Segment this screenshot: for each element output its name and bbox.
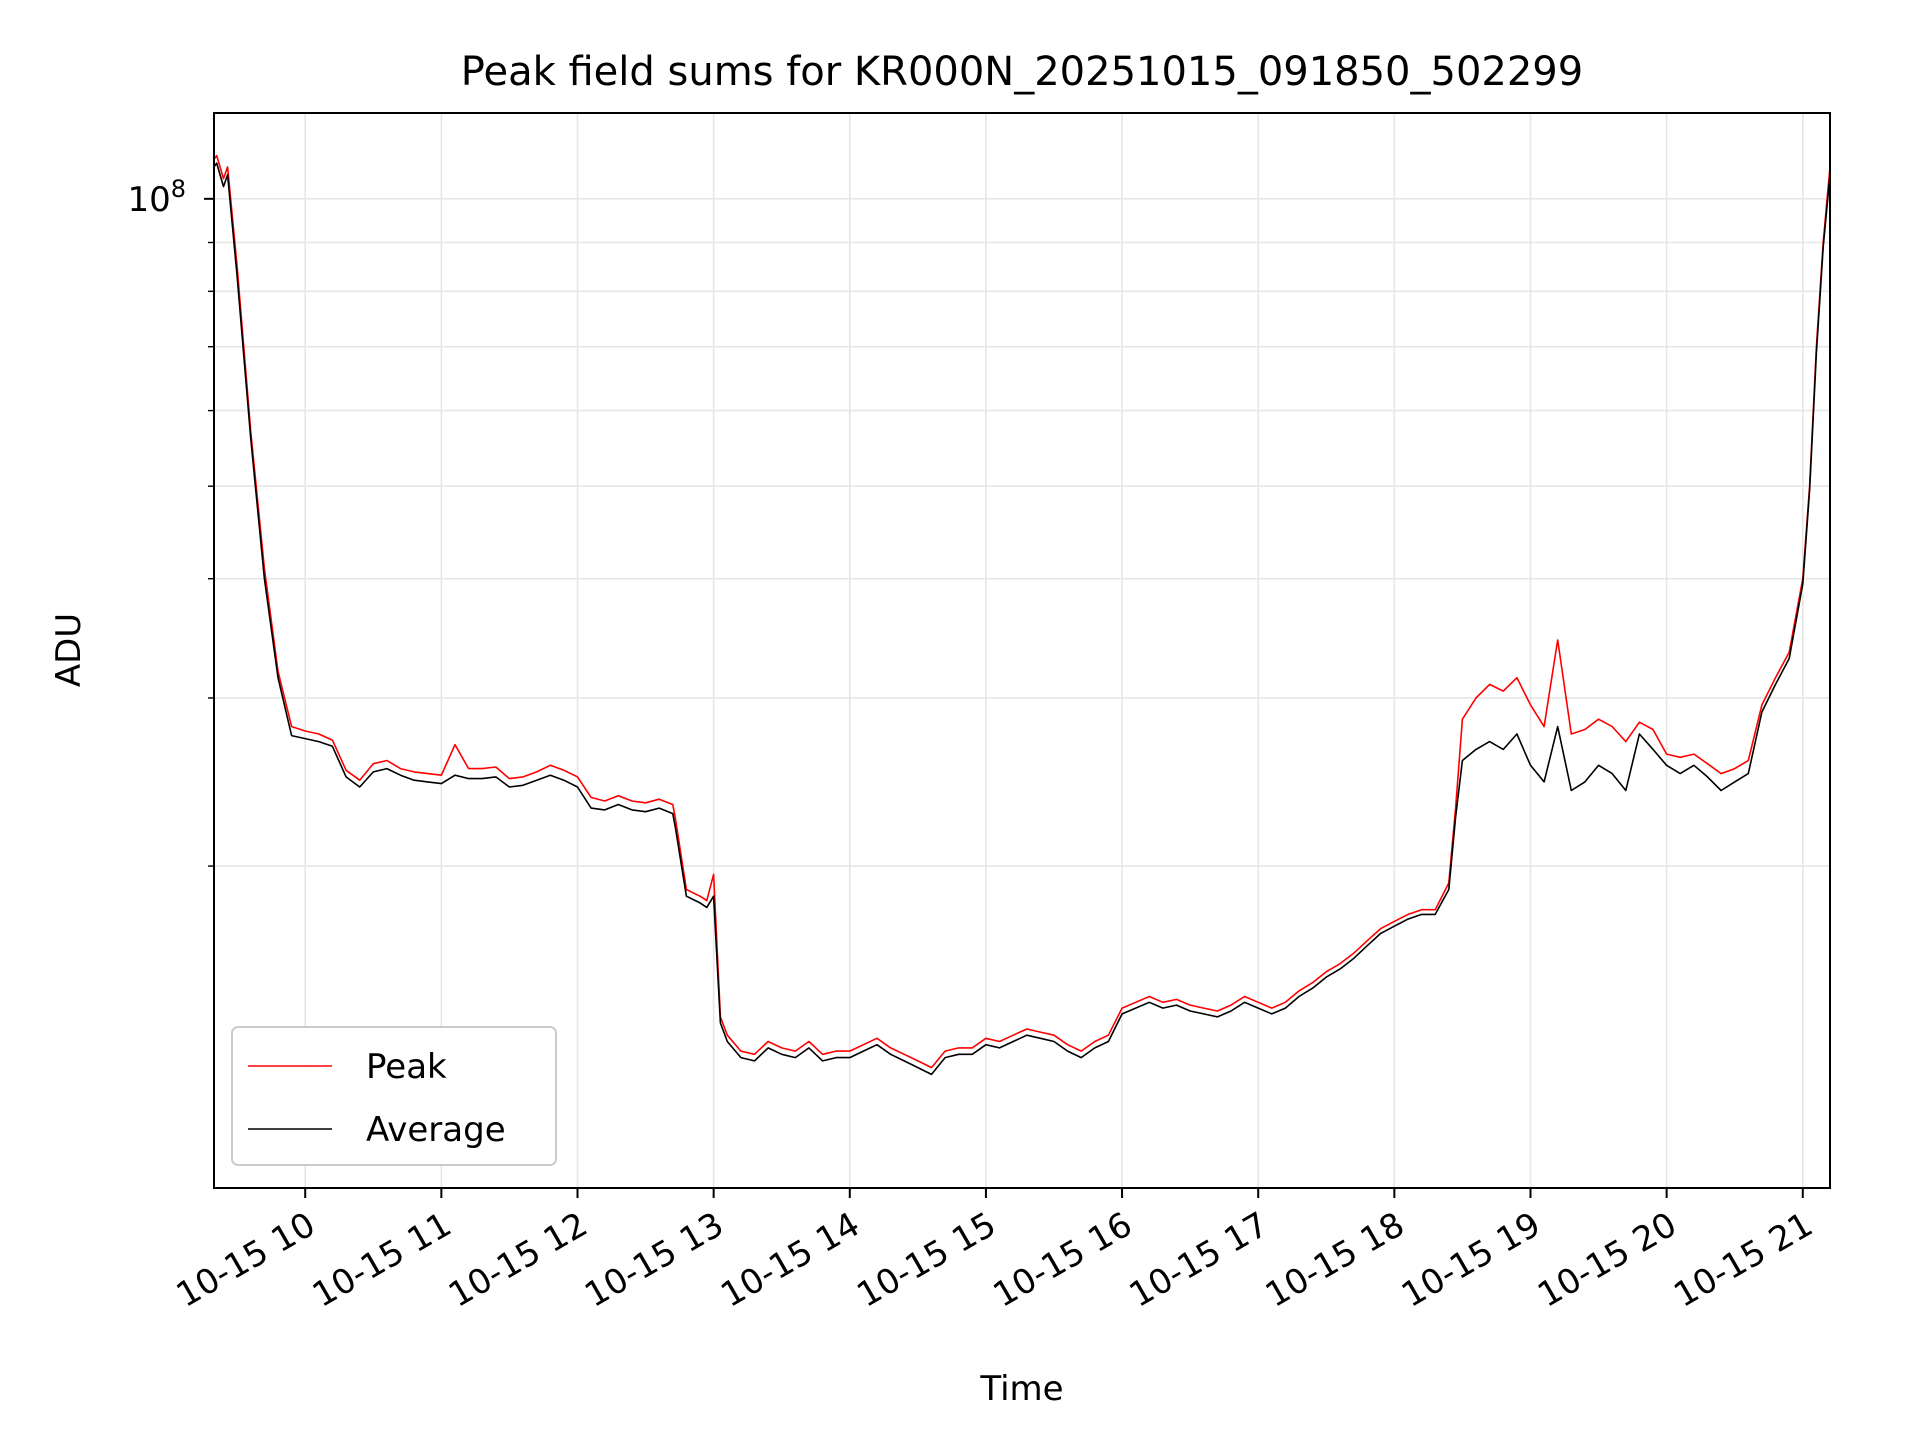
y-tick-label: 108 — [127, 175, 186, 220]
legend: Peak Average — [231, 1026, 557, 1166]
series-layer — [213, 154, 1831, 1076]
grid — [214, 113, 1830, 1188]
y-axis: 108 — [127, 175, 214, 867]
legend-label-average: Average — [366, 1110, 506, 1150]
legend-label-peak: Peak — [366, 1047, 447, 1087]
series-line-peak — [213, 154, 1831, 1069]
x-axis-label: Time — [979, 1369, 1063, 1409]
legend-box — [231, 1026, 557, 1166]
y-axis-label: ADU — [49, 613, 89, 687]
plot-area-frame — [213, 112, 1831, 1189]
series-line-average — [213, 162, 1831, 1076]
chart-title: Peak field sums for KR000N_20251015_0918… — [461, 49, 1583, 95]
